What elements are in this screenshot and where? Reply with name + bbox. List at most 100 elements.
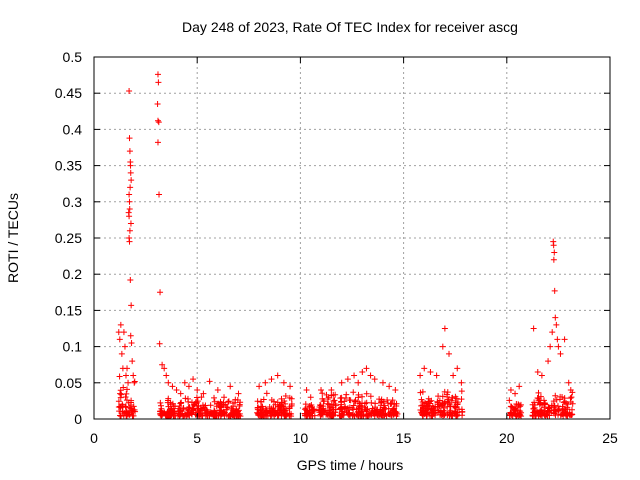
data-point: [459, 412, 466, 419]
data-point: [439, 343, 446, 350]
data-point: [458, 379, 465, 386]
data-point: [349, 404, 356, 411]
data-point: [433, 372, 440, 379]
data-point: [116, 336, 123, 343]
data-point: [321, 398, 328, 405]
data-point: [456, 406, 463, 413]
data-point: [553, 396, 560, 403]
data-point: [157, 399, 164, 406]
data-point: [560, 399, 567, 406]
data-point: [126, 238, 133, 245]
data-point: [127, 220, 134, 227]
data-point: [331, 397, 338, 404]
data-point: [303, 387, 310, 394]
data-point: [178, 399, 185, 406]
data-point: [446, 350, 453, 357]
data-point: [225, 398, 232, 405]
grid: [94, 57, 610, 419]
data-point: [454, 365, 461, 372]
data-point: [130, 372, 137, 379]
data-point: [230, 403, 237, 410]
data-point: [384, 397, 391, 404]
data-point: [126, 411, 133, 418]
data-point: [218, 408, 225, 415]
data-point: [126, 88, 133, 95]
data-point: [419, 388, 426, 395]
data-point: [225, 413, 232, 420]
data-point: [127, 184, 134, 191]
data-point: [557, 350, 564, 357]
data-point: [567, 398, 574, 405]
data-point: [185, 411, 192, 418]
data-point: [120, 329, 127, 336]
data-point: [355, 391, 362, 398]
data-point: [165, 379, 172, 386]
data-point: [338, 410, 345, 417]
data-point: [367, 393, 374, 400]
data-point: [282, 392, 289, 399]
data-point: [161, 365, 168, 372]
data-point: [441, 408, 448, 415]
data-point: [211, 394, 218, 401]
data-point: [381, 402, 388, 409]
data-point: [115, 329, 122, 336]
data-point: [268, 376, 275, 383]
data-point: [124, 365, 131, 372]
data-point: [286, 410, 293, 417]
data-point: [280, 379, 287, 386]
data-point: [547, 343, 554, 350]
data-point: [232, 396, 239, 403]
data-point: [440, 412, 447, 419]
data-point: [566, 410, 573, 417]
data-point: [236, 412, 243, 419]
data-point: [546, 404, 553, 411]
data-point: [194, 399, 201, 406]
data-point: [182, 395, 189, 402]
data-point: [128, 339, 135, 346]
data-point: [370, 407, 377, 414]
data-point: [269, 409, 276, 416]
data-point: [154, 101, 161, 108]
data-point: [567, 387, 574, 394]
data-point: [444, 393, 451, 400]
data-point: [435, 393, 442, 400]
data-point: [235, 407, 242, 414]
y-tick-label: 0.5: [63, 49, 83, 65]
data-point: [368, 399, 375, 406]
data-point: [507, 403, 514, 410]
data-point: [319, 390, 326, 397]
data-point: [118, 413, 125, 420]
data-point: [181, 379, 188, 386]
data-point: [230, 409, 237, 416]
data-point: [165, 412, 172, 419]
data-point: [186, 404, 193, 411]
data-point: [427, 368, 434, 375]
data-point: [118, 391, 125, 398]
data-point: [513, 401, 520, 408]
y-tick-label: 0.45: [55, 85, 82, 101]
data-point: [507, 387, 514, 394]
data-point: [359, 368, 366, 375]
data-point: [126, 206, 133, 213]
data-point: [342, 404, 349, 411]
data-point: [450, 372, 457, 379]
data-point: [302, 406, 309, 413]
data-point: [386, 411, 393, 418]
data-point: [359, 393, 366, 400]
data-point: [534, 368, 541, 375]
data-point: [452, 412, 459, 419]
data-point: [558, 411, 565, 418]
data-point: [131, 379, 138, 386]
data-point: [434, 404, 441, 411]
data-point: [117, 394, 124, 401]
data-point: [123, 397, 130, 404]
data-point: [256, 383, 263, 390]
data-point: [515, 402, 522, 409]
data-point: [530, 405, 537, 412]
y-tick-label: 0: [74, 411, 82, 427]
data-point: [155, 119, 162, 126]
data-point: [568, 394, 575, 401]
data-point: [344, 376, 351, 383]
data-point: [258, 412, 265, 419]
data-point: [323, 391, 330, 398]
